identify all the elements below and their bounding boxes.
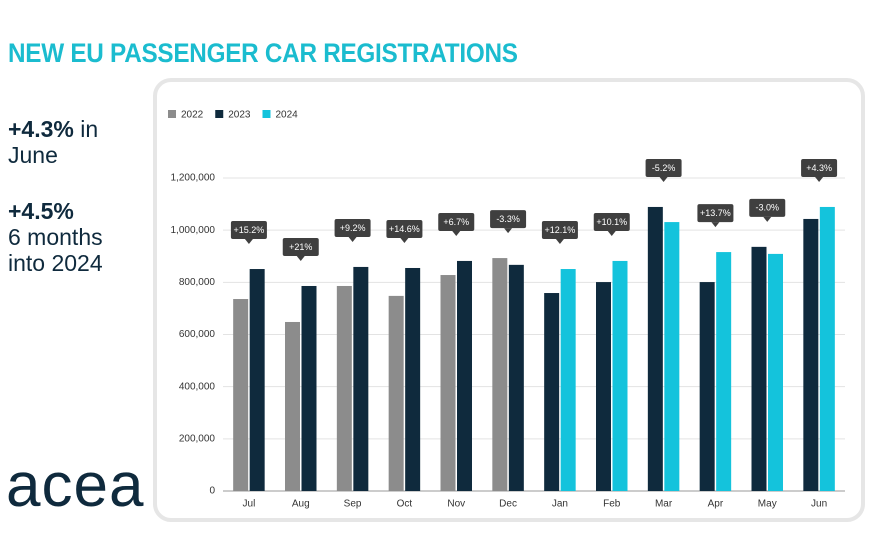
x-tick-label: Dec — [499, 499, 517, 510]
annotation-box — [697, 204, 734, 223]
x-tick-label: Feb — [603, 499, 621, 510]
annotation-box — [282, 237, 319, 256]
bar — [716, 252, 732, 491]
bar — [699, 282, 715, 491]
bar — [819, 206, 835, 491]
annotation-pointer — [504, 228, 513, 234]
bar — [560, 269, 576, 491]
x-tick-label: Nov — [447, 499, 465, 510]
bar — [544, 293, 560, 491]
y-tick-label: 400,000 — [179, 381, 216, 392]
annotation-pointer — [400, 237, 409, 243]
annotation-box — [386, 219, 423, 238]
highlight-figure: +4.3% — [8, 116, 74, 142]
annotation: +21% — [289, 242, 312, 252]
annotation: +13.7% — [700, 208, 731, 218]
bar — [492, 258, 508, 491]
bar — [508, 264, 524, 491]
bar — [596, 282, 611, 491]
highlight: +4.3% in June — [8, 116, 118, 168]
highlight-caption: in June — [8, 116, 99, 168]
annotation: +10.1% — [596, 217, 627, 227]
bar — [440, 275, 456, 491]
annotation: +9.2% — [340, 223, 366, 233]
annotation-box — [490, 210, 527, 229]
annotation-pointer — [711, 222, 720, 228]
annotation-pointer — [296, 255, 305, 261]
y-tick-label: 800,000 — [179, 277, 216, 288]
annotation-pointer — [659, 176, 668, 182]
x-tick-label: Apr — [708, 499, 724, 510]
bar — [405, 267, 421, 491]
annotation: -5.2% — [652, 163, 676, 173]
bar — [664, 222, 680, 492]
legend-label: 2023 — [228, 110, 251, 121]
annotation: +15.2% — [234, 225, 265, 235]
annotation: -3.3% — [496, 214, 520, 224]
bar — [768, 253, 783, 491]
page-title: NEW EU PASSENGER CAR REGISTRATIONS — [8, 38, 518, 68]
x-tick-label: Sep — [344, 499, 362, 510]
logo: acea — [6, 451, 145, 520]
x-tick-label: Oct — [397, 499, 413, 510]
x-tick-label: Mar — [655, 499, 673, 510]
legend-label: 2024 — [276, 110, 299, 121]
annotation-pointer — [607, 230, 616, 236]
annotation: +12.1% — [545, 225, 576, 235]
x-tick-label: Aug — [292, 499, 310, 510]
highlight: +4.5% 6 months into 2024 — [8, 198, 128, 276]
x-tick-label: May — [758, 499, 777, 510]
annotation: +6.7% — [443, 217, 469, 227]
annotation-box — [645, 158, 682, 177]
y-tick-label: 200,000 — [179, 433, 216, 444]
annotation-box — [541, 221, 578, 240]
y-tick-label: 600,000 — [179, 329, 216, 340]
bar — [457, 260, 472, 491]
bar — [336, 285, 352, 491]
legend-swatch — [262, 110, 271, 118]
bar — [233, 299, 249, 491]
bar — [388, 295, 404, 491]
y-tick-label: 0 — [209, 486, 215, 497]
legend-swatch — [215, 110, 224, 118]
annotation-box — [749, 198, 786, 217]
annotation-box — [230, 221, 267, 240]
bar — [803, 218, 819, 491]
annotation-pointer — [348, 236, 357, 242]
annotation-box — [334, 218, 371, 237]
annotation: +14.6% — [389, 224, 420, 234]
annotation-pointer — [763, 216, 772, 222]
annotation-box — [438, 212, 475, 231]
highlight-caption: 6 months into 2024 — [8, 224, 103, 276]
bar — [285, 321, 300, 491]
x-tick-label: Jun — [811, 499, 827, 510]
annotation-pointer — [555, 239, 564, 245]
annotation-pointer — [815, 176, 824, 182]
annotation-box — [801, 158, 838, 177]
bar — [647, 206, 663, 491]
highlight-figure: +4.5% — [8, 198, 74, 224]
x-tick-label: Jan — [552, 499, 568, 510]
bar — [751, 246, 767, 491]
y-tick-label: 1,200,000 — [171, 173, 216, 184]
bar — [353, 266, 369, 491]
annotation: +4.3% — [806, 163, 832, 173]
annotation: -3.0% — [755, 203, 779, 213]
bar — [612, 260, 628, 491]
bar — [249, 269, 265, 491]
bar — [301, 285, 317, 491]
annotation-box — [593, 212, 630, 231]
annotation-pointer — [452, 230, 461, 236]
legend-swatch — [168, 110, 176, 118]
annotation-pointer — [244, 239, 253, 245]
x-tick-label: Jul — [243, 499, 256, 510]
legend-label: 2022 — [181, 110, 204, 121]
y-tick-label: 1,000,000 — [171, 225, 216, 236]
